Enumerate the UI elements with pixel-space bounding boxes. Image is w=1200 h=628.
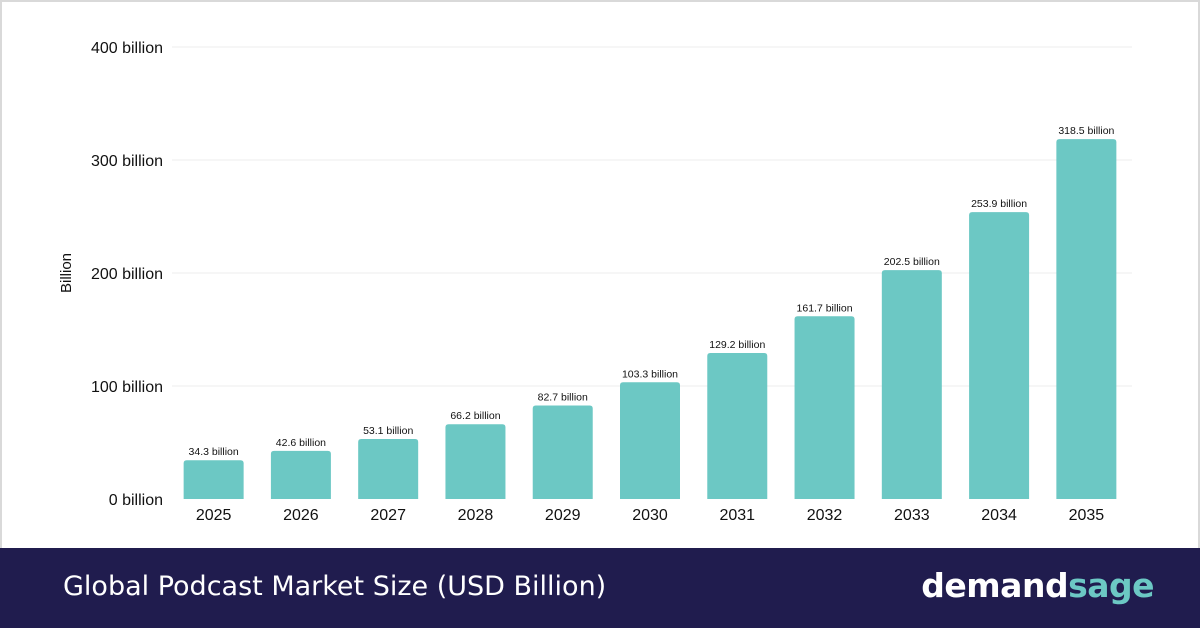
bar-2025	[183, 460, 244, 499]
data-label: 129.2 billion	[709, 339, 765, 351]
bar-2026	[270, 450, 331, 499]
x-tick-label: 2028	[458, 507, 494, 524]
data-labels: 34.3 billion 42.6 billion 53.1 billion 66.2…	[189, 125, 1115, 458]
brand-logo-part2: sage	[1068, 566, 1154, 605]
x-tick-label: 2034	[981, 507, 1017, 524]
y-axis-ticks: 0 billion 100 billion 200 billion 300 billi…	[91, 40, 163, 509]
bar-2031	[707, 353, 768, 499]
bars	[183, 139, 1117, 499]
data-label: 202.5 billion	[884, 256, 940, 268]
data-label: 103.3 billion	[622, 368, 678, 380]
x-tick-label: 2025	[196, 507, 232, 524]
bar-chart: 0 billion 100 billion 200 billion 300 billi…	[58, 40, 1132, 524]
x-tick-label: 2027	[370, 507, 406, 524]
bar-2029	[532, 405, 593, 499]
data-label: 161.7 billion	[797, 302, 853, 314]
bar-2032	[794, 316, 855, 499]
x-axis-ticks: 2025 2026 2027 2028 2029 2030 2031 2032 2033 2034…	[196, 507, 1104, 524]
y-tick-label: 100 billion	[91, 379, 163, 396]
chart-frame: 0 billion 100 billion 200 billion 300 billi…	[0, 0, 1200, 548]
y-tick-label: 200 billion	[91, 266, 163, 283]
x-tick-label: 2035	[1069, 507, 1105, 524]
bar-2033	[881, 270, 942, 499]
bar-2028	[445, 424, 506, 499]
data-label: 53.1 billion	[363, 425, 413, 437]
data-label: 34.3 billion	[189, 446, 239, 458]
chart-title: Global Podcast Market Size (USD Billion)	[63, 571, 607, 602]
brand-logo: demandsage	[921, 566, 1154, 606]
data-label: 42.6 billion	[276, 437, 326, 449]
x-tick-label: 2030	[632, 507, 668, 524]
y-tick-label: 0 billion	[109, 492, 163, 509]
data-label: 253.9 billion	[971, 198, 1027, 210]
bar-2027	[358, 438, 419, 499]
x-tick-label: 2032	[807, 507, 843, 524]
data-label: 318.5 billion	[1058, 125, 1114, 137]
bar-2030	[620, 382, 680, 499]
data-label: 66.2 billion	[450, 410, 500, 422]
data-label: 82.7 billion	[538, 392, 588, 404]
bar-2035	[1056, 139, 1117, 499]
y-tick-label: 300 billion	[91, 153, 163, 170]
x-tick-label: 2031	[719, 507, 755, 524]
y-axis-label: Billion	[58, 253, 75, 293]
y-tick-label: 400 billion	[91, 40, 163, 57]
x-tick-label: 2026	[283, 507, 319, 524]
bar-2034	[969, 212, 1030, 499]
footer-banner: Global Podcast Market Size (USD Billion)…	[0, 548, 1200, 628]
brand-logo-part1: demand	[921, 566, 1069, 605]
x-tick-label: 2033	[894, 507, 930, 524]
x-tick-label: 2029	[545, 507, 581, 524]
